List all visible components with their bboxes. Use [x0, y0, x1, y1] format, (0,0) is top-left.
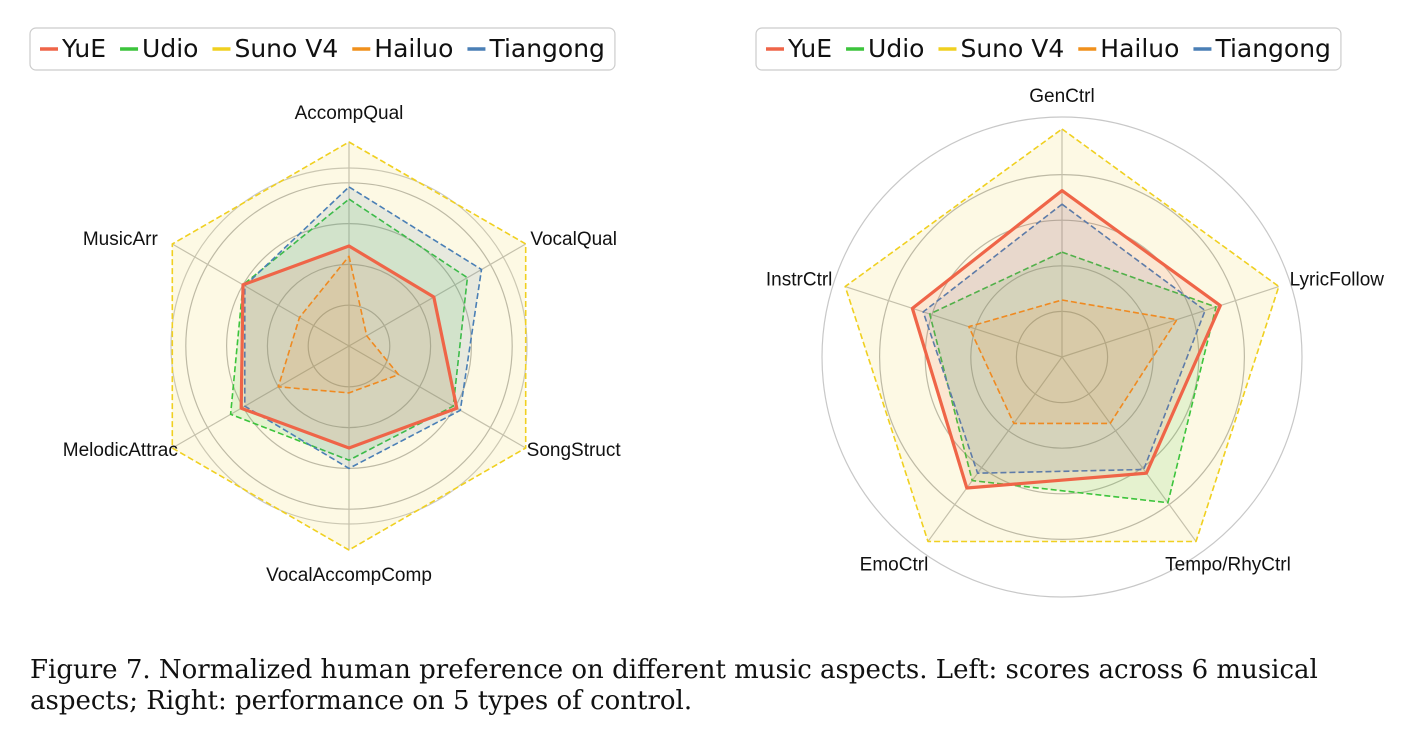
legend-label-udio: Udio — [868, 34, 924, 63]
spoke-emoctrl — [927, 356, 1063, 542]
radar-svg-right: GenCtrl LyricFollow Tempo/RhyCtrl EmoCtrl In… — [755, 27, 1384, 598]
legend-box — [755, 27, 1342, 71]
axis-label-melodicattrac: MelodicAttrac — [63, 440, 178, 461]
series-tiangong — [244, 186, 483, 470]
legend-item-tiangong: Tiangong — [1193, 34, 1331, 63]
series-yue — [910, 189, 1222, 490]
series-hailuo — [967, 299, 1178, 425]
axis-label-vocalaccompcomp: VocalAccompComp — [266, 565, 432, 586]
series-yue — [239, 244, 459, 450]
spoke-instrctrl — [844, 285, 1063, 358]
figure-caption: Figure 7. Normalized human preference on… — [30, 655, 1318, 716]
series-tiangong — [922, 203, 1206, 475]
legend-box — [29, 27, 616, 71]
spoke-melodicattrac — [172, 345, 350, 449]
radar-svg-left: AccompQual VocalQual SongStruct VocalAccomp… — [29, 27, 622, 586]
legend-item-tiangong: Tiangong — [467, 34, 605, 63]
legend-item-hailuo: Hailuo — [1078, 34, 1179, 63]
legend-label-hailuo: Hailuo — [374, 34, 453, 63]
axis-label-lyricfollow: LyricFollow — [1290, 270, 1385, 291]
legend-item-yue: YuE — [40, 34, 106, 63]
spoke-lyricfollow — [1061, 285, 1280, 358]
spoke-musicarr — [172, 243, 350, 347]
series-suno-v4 — [171, 141, 527, 551]
legend-label-suno-v4: Suno V4 — [234, 34, 338, 63]
legend-item-suno-v4: Suno V4 — [938, 34, 1064, 63]
spoke-tempo-rhyctrl — [1061, 356, 1197, 542]
legend-label-yue: YuE — [61, 34, 106, 63]
legend-label-hailuo: Hailuo — [1100, 34, 1179, 63]
legend-label-tiangong: Tiangong — [488, 34, 605, 63]
radar-chart-left: AccompQual VocalQual SongStruct VocalAccomp… — [0, 0, 708, 620]
axis-label-genctrl: GenCtrl — [1029, 86, 1094, 107]
axis-label-emoctrl: EmoCtrl — [860, 554, 929, 575]
series-udio — [229, 198, 469, 462]
axis-label-vocalqual: VocalQual — [530, 229, 617, 250]
legend-label-tiangong: Tiangong — [1214, 34, 1331, 63]
spoke-songstruct — [348, 345, 526, 449]
legend-label-suno-v4: Suno V4 — [960, 34, 1064, 63]
axis-label-songstruct: SongStruct — [527, 440, 622, 461]
axis-label-instrctrl: InstrCtrl — [766, 270, 833, 291]
axis-labels: AccompQual VocalQual SongStruct VocalAccomp… — [63, 103, 622, 586]
axis-label-accompqual: AccompQual — [295, 103, 404, 124]
legend: YuE Udio Suno V4 Hailuo Tiangong — [755, 27, 1342, 71]
legend-item-hailuo: Hailuo — [352, 34, 453, 63]
axis-label-tempo-rhyctrl: Tempo/RhyCtrl — [1165, 554, 1291, 575]
legend-label-yue: YuE — [787, 34, 832, 63]
legend-label-udio: Udio — [142, 34, 198, 63]
legend-item-suno-v4: Suno V4 — [212, 34, 338, 63]
spoke-vocalqual — [348, 243, 526, 347]
series-layer — [844, 128, 1280, 543]
legend-item-udio: Udio — [846, 34, 924, 63]
axis-label-musicarr: MusicArr — [83, 229, 159, 250]
legend-item-yue: YuE — [766, 34, 832, 63]
legend-item-udio: Udio — [120, 34, 198, 63]
legend: YuE Udio Suno V4 Hailuo Tiangong — [29, 27, 616, 71]
radar-chart-right: GenCtrl LyricFollow Tempo/RhyCtrl EmoCtrl In… — [708, 0, 1417, 620]
series-suno-v4 — [844, 128, 1280, 543]
series-hailuo — [277, 255, 400, 394]
outer-ring — [821, 116, 1303, 598]
axis-labels: GenCtrl LyricFollow Tempo/RhyCtrl EmoCtrl In… — [766, 86, 1384, 575]
series-layer — [171, 141, 527, 551]
